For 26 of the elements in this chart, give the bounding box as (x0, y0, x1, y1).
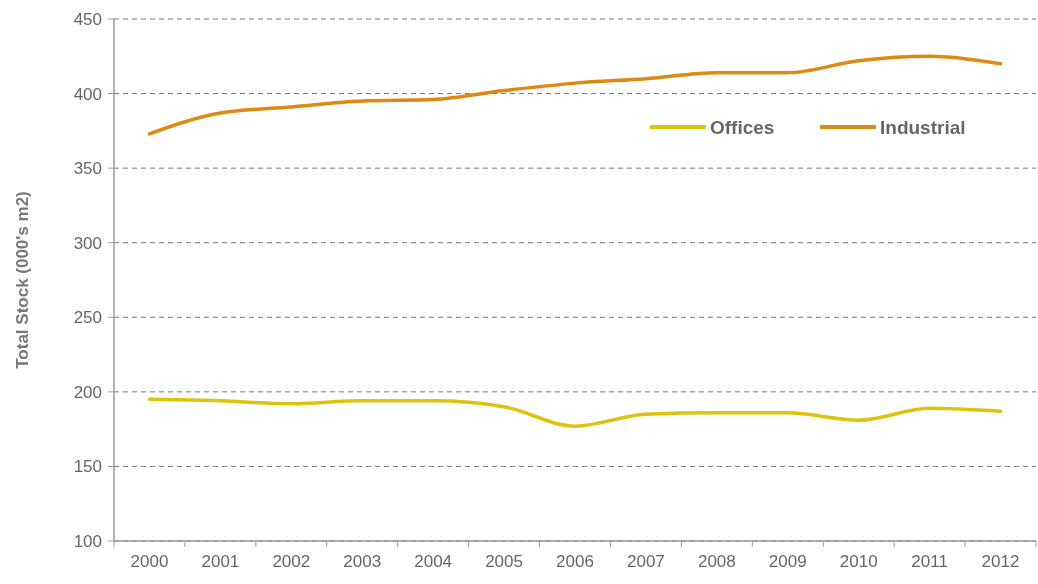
y-tick-label: 350 (73, 159, 102, 179)
x-tick-label: 2003 (343, 552, 382, 571)
y-tick-label: 250 (73, 308, 102, 328)
y-tick-label: 400 (73, 84, 102, 104)
line-series (147, 54, 1003, 136)
legend-label: Industrial (880, 116, 966, 138)
x-tick-label: 2009 (768, 552, 807, 571)
y-tick-label: 300 (73, 233, 102, 253)
y-tick-label: 200 (73, 382, 102, 402)
x-tick-label: 2002 (272, 552, 311, 571)
x-tick-label: 2001 (201, 552, 240, 571)
x-tick-label: 2008 (697, 552, 736, 571)
x-tick-label: 2010 (839, 552, 878, 571)
y-axis-title: Total Stock (000's m2) (13, 191, 32, 369)
x-tick-label: 2006 (556, 552, 594, 571)
y-tick-label: 450 (73, 9, 102, 29)
y-tick-label: 100 (73, 531, 102, 551)
x-tick-label: 2004 (414, 552, 453, 571)
line-series (147, 397, 1003, 428)
x-tick-label: 2000 (130, 552, 169, 571)
x-tick-label: 2007 (627, 552, 665, 571)
x-tick-label: 2011 (911, 552, 948, 571)
x-tick-label: 2012 (981, 552, 1020, 571)
y-tick-label: 150 (73, 457, 102, 477)
x-tick-label: 2005 (485, 552, 523, 571)
legend-label: Offices (710, 116, 775, 138)
